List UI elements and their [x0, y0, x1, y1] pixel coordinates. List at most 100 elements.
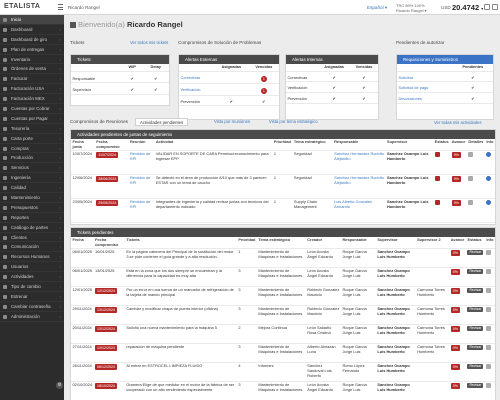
sidebar-item[interactable]: Actividades ›: [0, 272, 64, 283]
info-icon[interactable]: [486, 345, 492, 351]
exchange-rate-toggle[interactable]: ▾: [481, 6, 484, 11]
sidebar-item[interactable]: Tesorería ›: [0, 124, 64, 134]
settings-icon[interactable]: [492, 4, 498, 10]
cell-value[interactable]: ✔: [452, 92, 493, 104]
user-info[interactable]: TRC 89% 100% Ricardo Rangel ▾: [396, 3, 427, 13]
sidebar-item[interactable]: Facturar ›: [0, 74, 64, 85]
sidebar-item[interactable]: Cuentas por Cobrar ›: [0, 104, 64, 114]
status-button[interactable]: Revisar: [467, 383, 484, 389]
cell-value[interactable]: ✔: [350, 71, 378, 83]
sidebar-gear-icon[interactable]: ⚙: [56, 382, 63, 389]
edit-icon[interactable]: [468, 176, 474, 182]
cell-value[interactable]: ✔: [248, 95, 279, 107]
sidebar-item[interactable]: Cambiar contraseña ›: [0, 302, 64, 312]
sidebar-item[interactable]: Estrenar ›: [0, 292, 64, 302]
sidebar-item[interactable]: Calidad ›: [0, 183, 64, 194]
notifications-icon[interactable]: [484, 4, 490, 10]
cell-value[interactable]: ✔: [142, 71, 169, 84]
language-selector[interactable]: Español ▾: [367, 5, 388, 10]
cell-ticket[interactable]: Cambiar y modificar chapa de puerta inte…: [124, 305, 237, 326]
status-button[interactable]: Revisar: [467, 345, 484, 351]
info-icon[interactable]: [486, 250, 492, 256]
cell-value[interactable]: ✔: [318, 71, 351, 83]
sidebar-item[interactable]: Órdenes de venta ›: [0, 64, 64, 75]
status-button[interactable]: Revisar: [467, 364, 484, 370]
cell-value[interactable]: ✔: [142, 82, 169, 96]
cell-reunion[interactable]: Revisión de KPI: [128, 150, 155, 176]
sidebar-item[interactable]: Inventario ›: [0, 55, 64, 65]
sidebar-item[interactable]: Facturación MEX ›: [0, 94, 64, 105]
sidebar-item[interactable]: Ingeniería ›: [0, 173, 64, 184]
sidebar-item[interactable]: Administración ›: [0, 312, 64, 322]
cell-value[interactable]: ✔: [350, 92, 378, 104]
sidebar-item[interactable]: Catálogo de partes ›: [0, 223, 64, 233]
sidebar-item[interactable]: Presupuestos ›: [0, 203, 64, 213]
cell-value[interactable]: ✔: [121, 71, 143, 84]
cell-value[interactable]: ✔: [318, 81, 351, 94]
cell-ticket[interactable]: Por un error en una tuerca de un marcado…: [124, 286, 237, 307]
tab-vista-tema[interactable]: Vista por tema estratégico: [269, 119, 318, 124]
info-icon[interactable]: [486, 269, 492, 275]
info-icon[interactable]: [486, 383, 492, 389]
tab-vista-reuniones[interactable]: Vista por reuniones: [214, 119, 251, 124]
info-icon[interactable]: [486, 307, 492, 313]
edit-icon[interactable]: [468, 152, 474, 158]
sidebar-item[interactable]: Recursos Humanos ›: [0, 252, 64, 263]
sidebar-item[interactable]: Comunicación ›: [0, 242, 64, 253]
sidebar-item[interactable]: Carta porte ›: [0, 134, 64, 144]
cell-value[interactable]: ✔: [350, 81, 378, 94]
status-button[interactable]: Revisar: [467, 288, 484, 294]
edit-icon[interactable]: [468, 200, 474, 206]
cell-ticket[interactable]: Al entrar en ESTROCEL LIMPIEZA FLUIDO: [124, 362, 237, 383]
sidebar-item[interactable]: Dashboard ›: [0, 25, 64, 35]
row-label[interactable]: Verificación: [179, 83, 214, 96]
row-label[interactable]: Correctivas: [179, 71, 214, 84]
sidebar-item[interactable]: Inicio: [0, 15, 64, 25]
cell-ticket[interactable]: reparación de máquina pendiente: [124, 343, 237, 364]
sidebar-item[interactable]: Facturación USA ›: [0, 84, 64, 95]
sidebar-item[interactable]: Dashboard de giro ›: [0, 35, 64, 45]
count-badge[interactable]: 1: [260, 87, 267, 94]
cell-ticket[interactable]: Está en la zona que los dos siempre se e…: [124, 267, 237, 288]
sidebar-item[interactable]: Tipo de cambio ›: [0, 282, 64, 292]
info-icon[interactable]: [486, 176, 492, 182]
view-all-tickets-link[interactable]: Ver todos mis tickets: [130, 40, 169, 45]
sidebar-item[interactable]: Plan de entregas ›: [0, 45, 64, 55]
row-label[interactable]: Devoluciones: [397, 92, 453, 104]
cell-value[interactable]: ✔: [213, 95, 249, 107]
sidebar-item[interactable]: Servicios ›: [0, 163, 64, 174]
cell-reunion[interactable]: Revisión de KPI: [128, 198, 155, 224]
tab-actividades-pendientes[interactable]: Actividades pendientes: [135, 118, 189, 126]
cell-value[interactable]: ✔: [452, 81, 493, 94]
status-icon[interactable]: [434, 152, 440, 158]
sidebar-item[interactable]: Producción ›: [0, 153, 64, 164]
status-button[interactable]: Revisar: [467, 269, 484, 275]
sidebar-item[interactable]: Mantenimiento ›: [0, 193, 64, 203]
status-button[interactable]: Revisar: [467, 326, 484, 332]
info-icon[interactable]: [486, 200, 492, 206]
sidebar-item[interactable]: Compras ›: [0, 144, 64, 154]
cell-ticket[interactable]: En la página cabecera del Principal de l…: [124, 248, 237, 269]
sidebar-item[interactable]: Cuentas por Pagar ›: [0, 114, 64, 124]
row-label[interactable]: Solicitud: [397, 71, 453, 83]
info-icon[interactable]: [486, 326, 492, 332]
info-icon[interactable]: [486, 288, 492, 294]
cell-ticket[interactable]: Gramera Elige de que medidor en el motor…: [124, 381, 237, 400]
row-label[interactable]: Solicitud de pago: [397, 81, 453, 94]
cell-value[interactable]: ✔: [318, 92, 351, 104]
sidebar-item[interactable]: Usuarios ›: [0, 262, 64, 273]
cell-value[interactable]: ✔: [121, 82, 143, 96]
cell-reunion[interactable]: Revisión de KPI: [128, 174, 155, 200]
count-badge[interactable]: 1: [260, 75, 267, 82]
status-button[interactable]: Revisar: [467, 307, 484, 313]
sidebar-item[interactable]: Clientes ›: [0, 233, 64, 243]
status-icon[interactable]: [434, 176, 440, 182]
info-icon[interactable]: [486, 364, 492, 370]
status-button[interactable]: Revisar: [467, 250, 484, 256]
view-all-activities-link[interactable]: Ver todas mis actividades: [434, 120, 482, 125]
cell-value[interactable]: ✔: [452, 71, 493, 83]
cell-ticket[interactable]: Solicito una nueva mantenimiento para la…: [124, 324, 237, 345]
info-icon[interactable]: [486, 152, 492, 158]
status-icon[interactable]: [434, 200, 440, 206]
menu-toggle-icon[interactable]: [58, 4, 63, 10]
